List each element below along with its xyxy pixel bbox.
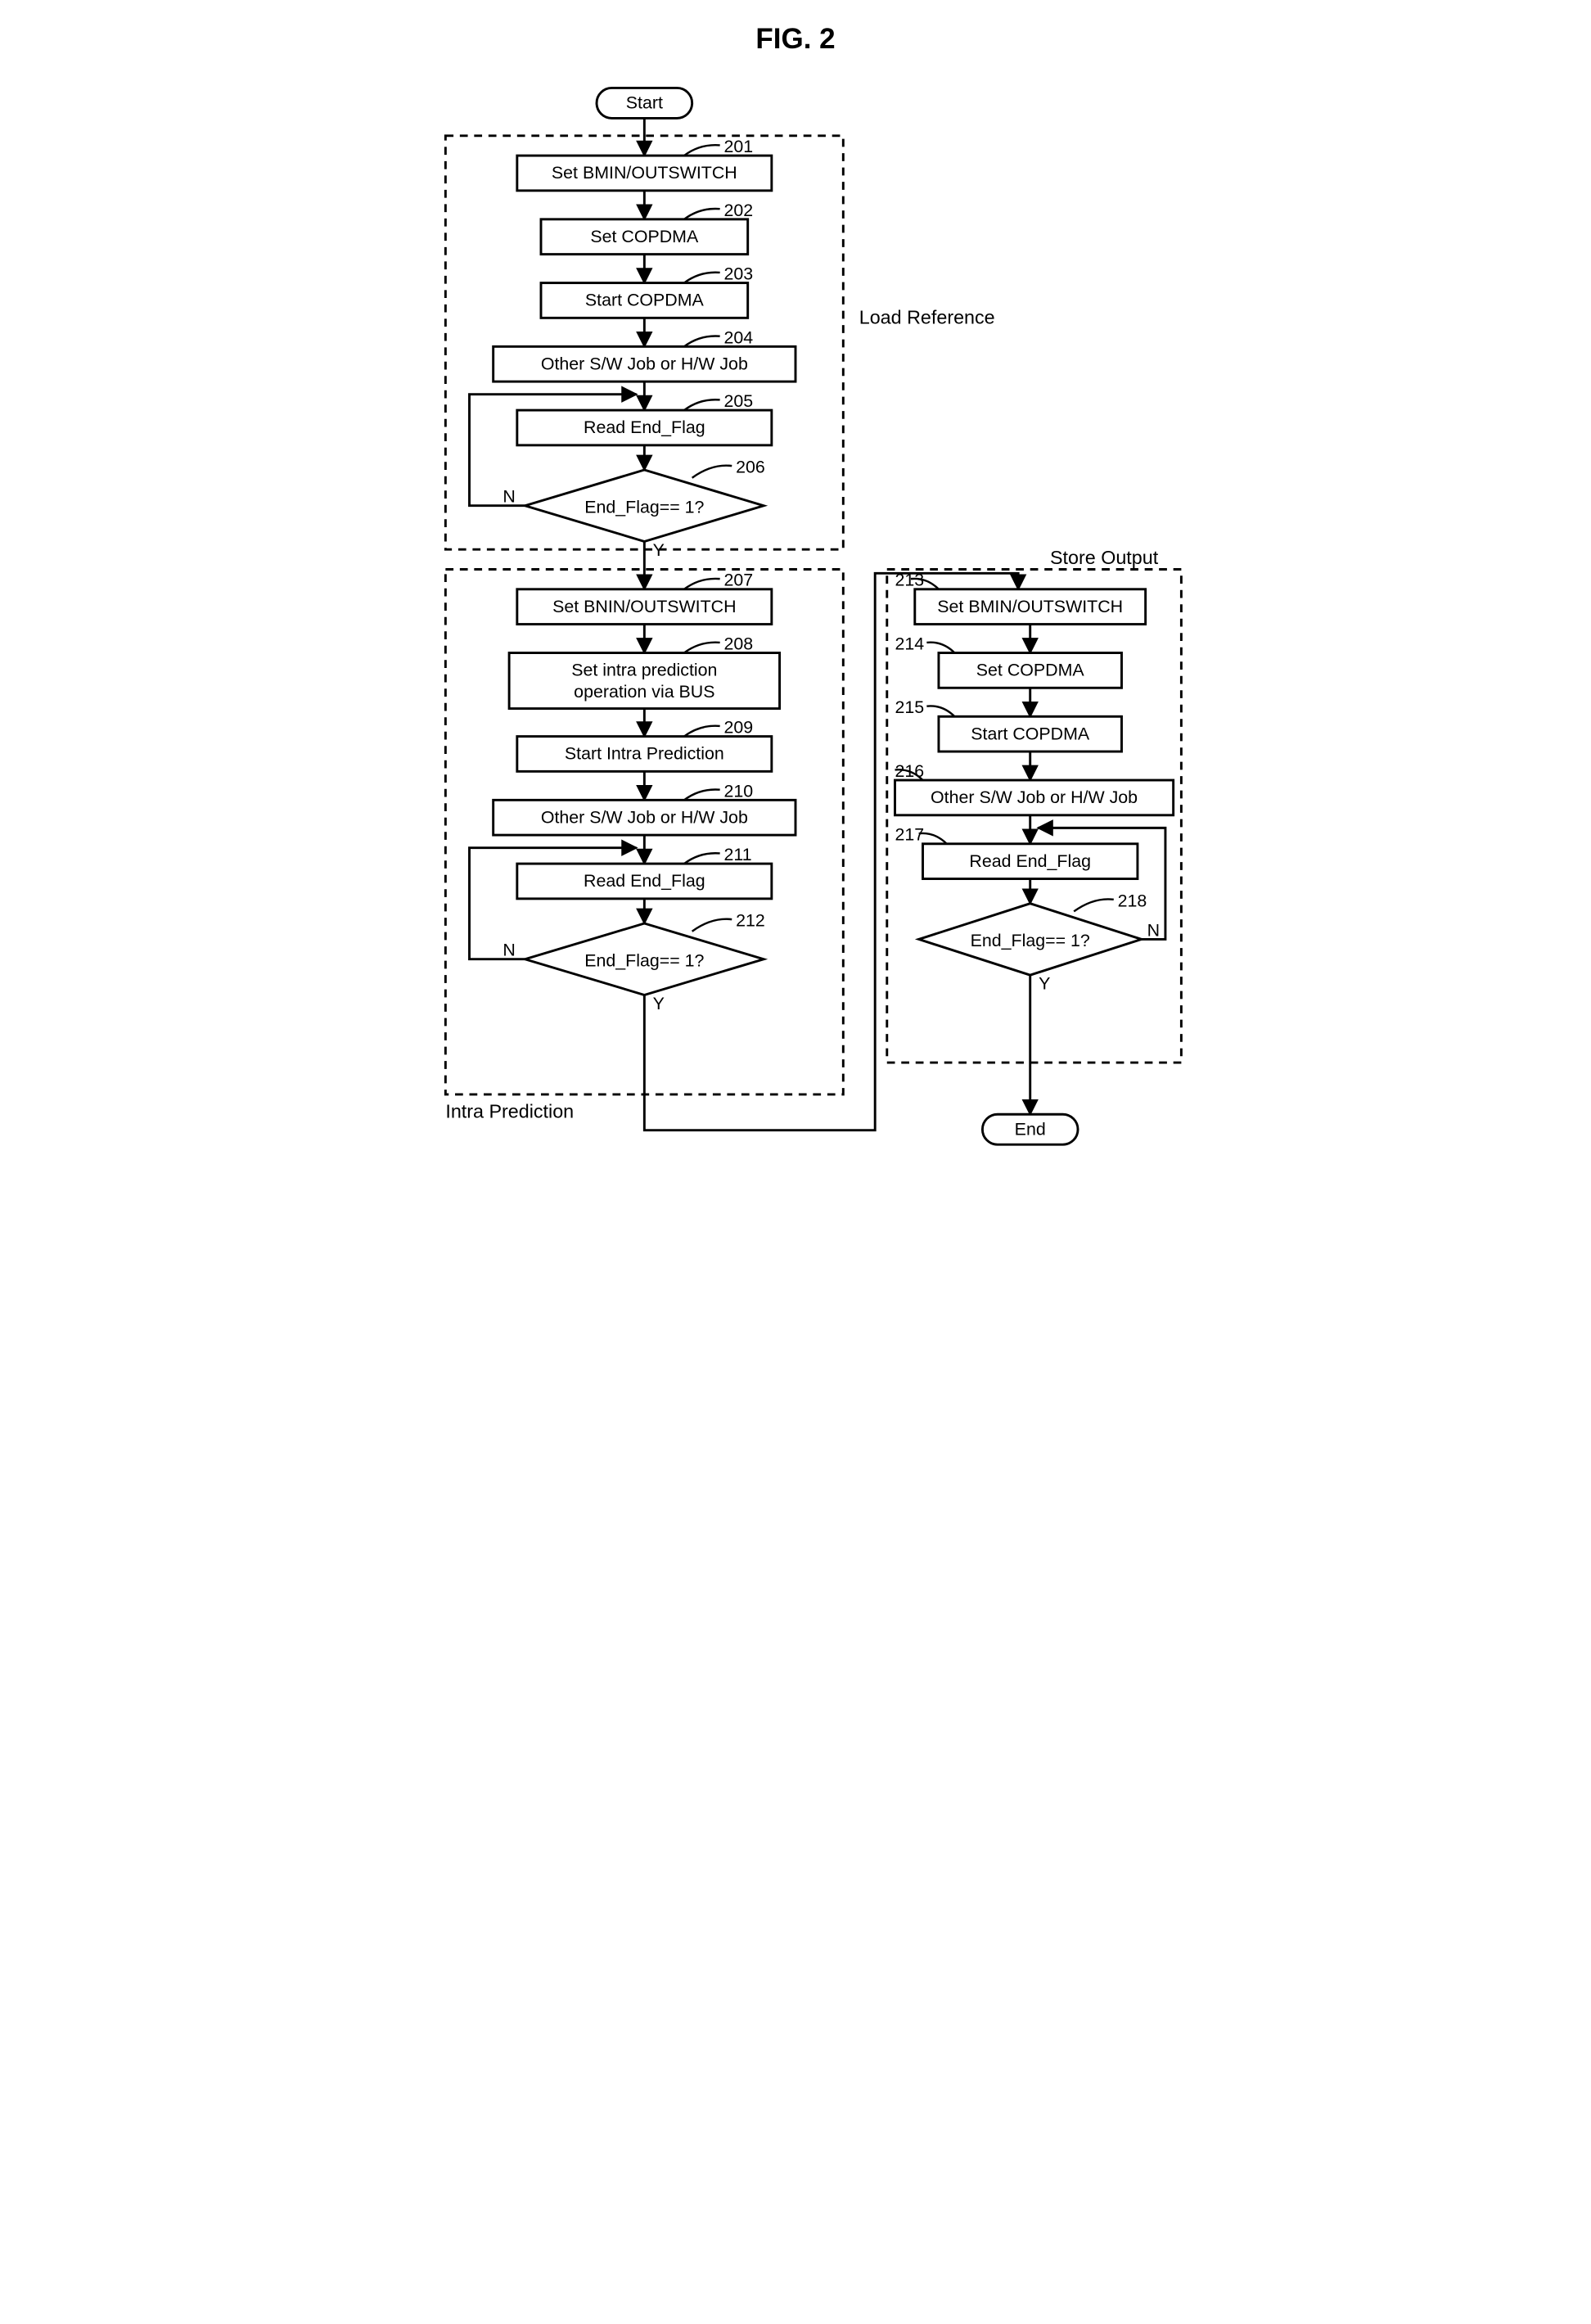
svg-text:210: 210: [724, 781, 754, 801]
start-terminal: Start: [597, 88, 692, 118]
node-215: Start COPDMA 215: [895, 697, 1121, 751]
svg-text:Start Intra Prediction: Start Intra Prediction: [565, 744, 724, 764]
svg-text:Set intra prediction: Set intra prediction: [571, 661, 717, 680]
svg-text:Set COPDMA: Set COPDMA: [976, 661, 1085, 680]
svg-text:Read End_Flag: Read End_Flag: [584, 871, 705, 891]
svg-text:203: 203: [724, 264, 754, 284]
intra-prediction-label: Intra Prediction: [445, 1100, 574, 1121]
svg-text:Start: Start: [626, 93, 663, 113]
node-217: Read End_Flag 217: [895, 825, 1137, 879]
node-203: Start COPDMA 203: [541, 264, 753, 318]
svg-text:Set BMIN/OUTSWITCH: Set BMIN/OUTSWITCH: [937, 597, 1123, 616]
svg-text:215: 215: [895, 697, 924, 717]
svg-text:End_Flag== 1?: End_Flag== 1?: [971, 931, 1090, 950]
node-212: End_Flag== 1? 212: [525, 911, 765, 995]
svg-text:Start COPDMA: Start COPDMA: [585, 291, 705, 310]
svg-text:218: 218: [1118, 891, 1147, 910]
svg-text:213: 213: [895, 571, 924, 590]
svg-text:Set BNIN/OUTSWITCH: Set BNIN/OUTSWITCH: [552, 597, 736, 616]
svg-text:Read End_Flag: Read End_Flag: [969, 851, 1091, 871]
svg-text:207: 207: [724, 571, 754, 590]
svg-text:206: 206: [736, 458, 765, 477]
node-213: Set BMIN/OUTSWITCH 213: [895, 571, 1145, 625]
svg-text:Set COPDMA: Set COPDMA: [590, 227, 699, 246]
svg-text:Other S/W Job or H/W Job: Other S/W Job or H/W Job: [541, 354, 748, 373]
svg-text:214: 214: [895, 634, 924, 653]
svg-text:212: 212: [736, 911, 765, 931]
svg-text:End_Flag== 1?: End_Flag== 1?: [584, 497, 704, 517]
no-label-206: N: [503, 487, 515, 507]
svg-text:Set BMIN/OUTSWITCH: Set BMIN/OUTSWITCH: [552, 163, 737, 183]
no-label-218: N: [1147, 920, 1160, 940]
svg-text:operation via BUS: operation via BUS: [574, 682, 714, 702]
node-214: Set COPDMA 214: [895, 634, 1121, 688]
svg-text:End_Flag== 1?: End_Flag== 1?: [584, 950, 704, 970]
svg-text:End: End: [1015, 1119, 1046, 1139]
svg-text:202: 202: [724, 201, 754, 220]
svg-text:Other S/W Job or H/W Job: Other S/W Job or H/W Job: [931, 787, 1138, 807]
svg-text:217: 217: [895, 825, 924, 845]
yes-label-218: Y: [1039, 973, 1050, 993]
yes-label-212: Y: [653, 994, 665, 1013]
flowchart: FIG. 2 Start Load Reference Set BMIN/OUT…: [398, 16, 1193, 1178]
svg-text:205: 205: [724, 391, 754, 411]
figure-title: FIG. 2: [755, 23, 835, 55]
svg-text:201: 201: [724, 137, 754, 156]
node-202: Set COPDMA 202: [541, 201, 753, 255]
end-terminal: End: [982, 1114, 1078, 1144]
node-218: End_Flag== 1? 218: [919, 891, 1147, 975]
load-reference-label: Load Reference: [859, 306, 995, 327]
svg-text:Read End_Flag: Read End_Flag: [584, 417, 705, 437]
svg-text:209: 209: [724, 718, 754, 738]
node-216: Other S/W Job or H/W Job 216: [895, 761, 1173, 815]
yes-label-206: Y: [653, 540, 665, 560]
svg-text:Start COPDMA: Start COPDMA: [971, 724, 1090, 743]
svg-text:Other S/W Job or H/W Job: Other S/W Job or H/W Job: [541, 807, 748, 827]
svg-text:208: 208: [724, 634, 754, 653]
node-206: End_Flag== 1? 206: [525, 458, 765, 542]
svg-text:204: 204: [724, 327, 754, 347]
svg-text:211: 211: [724, 845, 752, 864]
store-output-label: Store Output: [1050, 547, 1159, 568]
svg-text:216: 216: [895, 761, 924, 781]
no-label-212: N: [503, 941, 515, 960]
